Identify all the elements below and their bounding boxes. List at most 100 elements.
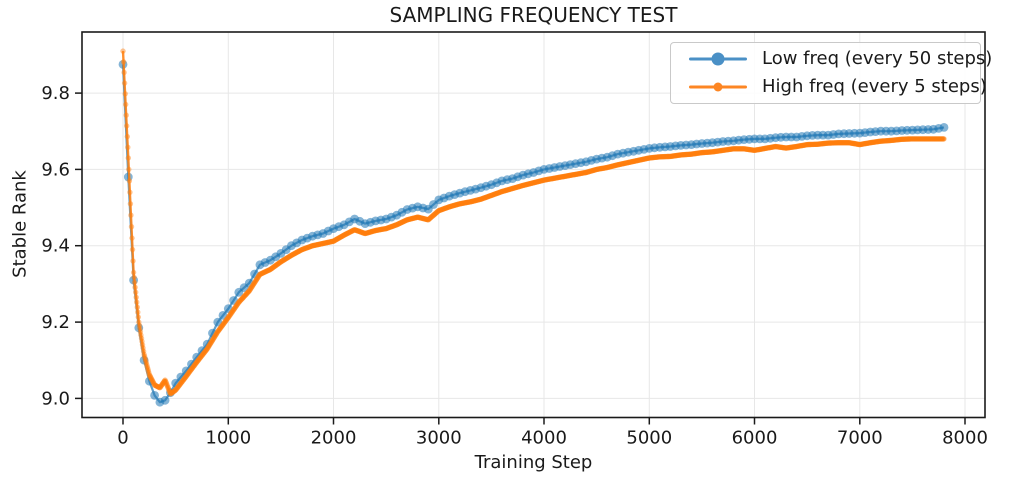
series-marker-high-freq bbox=[519, 182, 526, 189]
series-marker-high-freq bbox=[593, 166, 600, 173]
series-marker-high-freq bbox=[695, 150, 701, 156]
series-marker-high-freq bbox=[625, 160, 631, 166]
series-marker-high-freq bbox=[265, 267, 271, 274]
series-marker-high-freq bbox=[535, 179, 541, 185]
series-marker-high-freq bbox=[557, 174, 563, 180]
series-marker-high-freq bbox=[390, 223, 396, 229]
series-marker-high-freq bbox=[610, 163, 616, 169]
series-marker-high-freq bbox=[213, 331, 219, 337]
series-marker-high-freq bbox=[760, 146, 767, 152]
series-marker-high-freq bbox=[248, 285, 254, 291]
series-marker-high-freq bbox=[668, 153, 674, 160]
series-marker-high-freq bbox=[417, 215, 423, 221]
series-marker-high-freq bbox=[633, 158, 640, 164]
series-marker-high-freq bbox=[199, 352, 205, 359]
series-marker-high-freq bbox=[807, 141, 813, 148]
series-marker-high-freq bbox=[784, 145, 790, 151]
series-marker-high-freq bbox=[676, 152, 682, 158]
series-marker-high-freq bbox=[194, 358, 200, 365]
series-line-high-freq bbox=[121, 51, 944, 395]
series-marker-high-freq bbox=[426, 216, 432, 222]
series-marker-high-freq bbox=[129, 246, 136, 253]
series-marker-high-freq bbox=[364, 230, 370, 236]
series-marker-high-freq bbox=[577, 170, 583, 177]
series-marker-high-freq bbox=[761, 145, 767, 152]
series-marker-high-freq bbox=[448, 203, 454, 210]
series-marker-high-freq bbox=[846, 140, 852, 146]
series-marker-high-freq bbox=[284, 255, 290, 261]
series-marker-high-freq bbox=[497, 189, 503, 195]
series-marker-high-freq bbox=[149, 377, 155, 383]
series-marker-high-freq bbox=[164, 381, 170, 387]
series-marker-high-freq bbox=[499, 188, 505, 195]
series-marker-high-freq bbox=[472, 197, 479, 204]
series-marker-high-freq bbox=[143, 357, 149, 364]
series-marker-high-freq bbox=[417, 215, 424, 221]
series-marker-high-freq bbox=[244, 290, 250, 297]
series-marker-high-freq bbox=[776, 144, 782, 150]
series-marker-high-freq bbox=[377, 226, 384, 233]
series-marker-high-freq bbox=[488, 192, 494, 199]
high-freq-line-marker-swatch bbox=[687, 79, 749, 95]
series-marker-high-freq bbox=[331, 238, 337, 244]
series-marker-high-freq bbox=[411, 215, 418, 221]
series-marker-high-freq bbox=[797, 143, 803, 149]
series-marker-high-freq bbox=[151, 381, 157, 387]
series-marker-high-freq bbox=[521, 182, 527, 188]
series-marker-high-freq bbox=[136, 319, 142, 325]
series-marker-high-freq bbox=[336, 235, 342, 241]
series-marker-high-freq bbox=[698, 150, 705, 156]
series-marker-high-freq bbox=[246, 288, 252, 295]
series-marker-high-freq bbox=[147, 374, 154, 380]
series-marker-high-freq bbox=[341, 232, 348, 238]
series-marker-high-freq bbox=[214, 329, 220, 336]
series-marker-high-freq bbox=[127, 189, 133, 195]
series-marker-high-freq bbox=[478, 196, 485, 202]
series-marker-high-freq bbox=[932, 136, 938, 142]
series-marker-high-freq bbox=[540, 177, 546, 184]
series-marker-high-freq bbox=[501, 188, 508, 194]
series-marker-high-freq bbox=[378, 226, 385, 233]
series-marker-high-freq bbox=[386, 224, 392, 231]
series-marker-high-freq bbox=[673, 152, 679, 159]
series-marker-high-freq bbox=[494, 190, 500, 197]
series-marker-high-freq bbox=[138, 335, 145, 341]
series-marker-high-freq bbox=[480, 195, 486, 202]
series-marker-high-freq bbox=[567, 172, 573, 179]
series-marker-high-freq bbox=[536, 178, 542, 184]
series-marker-high-freq bbox=[941, 136, 947, 142]
series-marker-high-freq bbox=[365, 230, 371, 236]
series-marker-high-freq bbox=[920, 136, 927, 142]
series-marker-high-freq bbox=[348, 228, 354, 235]
series-marker-high-freq bbox=[166, 387, 172, 393]
series-marker-high-freq bbox=[754, 147, 760, 153]
series-marker-high-freq bbox=[441, 205, 448, 212]
series-marker-high-freq bbox=[704, 149, 710, 155]
series-marker-high-freq bbox=[700, 149, 706, 156]
series-marker-high-freq bbox=[302, 245, 309, 251]
series-marker-high-freq bbox=[359, 229, 365, 236]
series-marker-high-freq bbox=[634, 157, 640, 164]
series-marker-high-freq bbox=[904, 136, 910, 142]
series-marker-high-freq bbox=[389, 223, 395, 230]
series-marker-high-freq bbox=[192, 361, 198, 367]
series-marker-high-freq bbox=[652, 154, 659, 160]
series-marker-high-freq bbox=[870, 139, 877, 145]
series-marker-high-freq bbox=[614, 162, 620, 168]
series-marker-high-freq bbox=[329, 238, 336, 245]
series-marker-high-freq bbox=[335, 236, 341, 242]
series-marker-high-freq bbox=[755, 147, 761, 153]
series-marker-high-freq bbox=[381, 226, 387, 232]
series-marker-high-freq bbox=[270, 264, 277, 270]
series-marker-high-freq bbox=[148, 375, 154, 381]
series-marker-high-freq bbox=[500, 188, 506, 194]
series-marker-high-freq bbox=[532, 179, 539, 185]
series-marker-high-freq bbox=[547, 176, 553, 182]
series-marker-high-freq bbox=[316, 241, 322, 247]
series-marker-high-freq bbox=[623, 160, 629, 166]
series-marker-high-freq bbox=[587, 168, 593, 174]
series-marker-high-freq bbox=[539, 177, 545, 184]
series-marker-high-freq bbox=[371, 228, 377, 234]
series-marker-high-freq bbox=[688, 151, 695, 157]
series-marker-high-freq bbox=[898, 136, 904, 142]
